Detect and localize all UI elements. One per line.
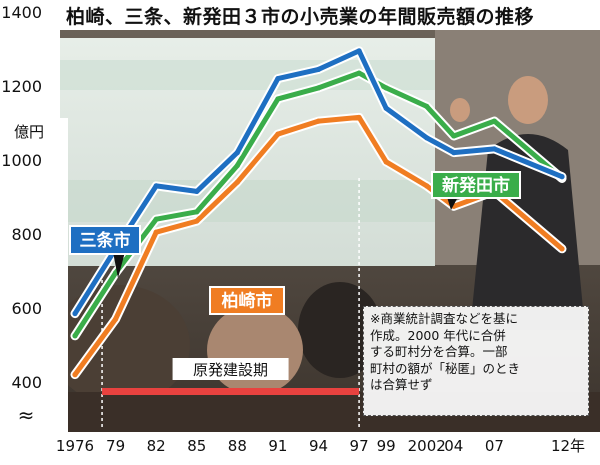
- y-tick-label: 1000: [1, 151, 42, 170]
- footnote-line: 町村の額が「秘匿」のとき: [370, 360, 521, 376]
- footnote-line: ※商業統計調査などを基に: [370, 311, 518, 326]
- x-tick-label: 88: [228, 437, 247, 455]
- series-point: [275, 131, 281, 137]
- x-tick-label: 82: [147, 437, 166, 455]
- series-point: [234, 162, 240, 169]
- series-point: [72, 372, 78, 378]
- series-point: [72, 333, 78, 339]
- series-point: [315, 85, 322, 91]
- series-point: [559, 174, 565, 180]
- shibata-label-text: 新発田市: [442, 175, 510, 196]
- series-point: [491, 118, 497, 124]
- kashiwazaki-label-box: [209, 286, 285, 315]
- x-tick-label: 99: [377, 437, 396, 455]
- y-tick-label: 1200: [1, 77, 42, 96]
- x-tick-label: 2002: [408, 437, 446, 455]
- y-axis: 億円 1400 1200 1000 800 600 400 ≈: [0, 3, 68, 436]
- x-tick-label: 79: [106, 437, 125, 455]
- series-point: [451, 133, 457, 139]
- series-point: [491, 146, 497, 152]
- x-tick-label: 07: [485, 437, 504, 455]
- series-group: [70, 46, 567, 380]
- x-tick-label: 97: [350, 437, 369, 455]
- shibata-label-box: [431, 171, 521, 199]
- series-point: [72, 310, 78, 317]
- sanjo-label-box: [69, 225, 141, 255]
- sanjo-label-text: 三条市: [80, 230, 131, 251]
- speaker-hand: [450, 98, 470, 122]
- audience-head: [298, 282, 382, 378]
- period-label-background: [172, 358, 289, 380]
- shibata-label-pointer: [447, 197, 458, 210]
- series-point: [424, 103, 430, 109]
- series-point: [356, 48, 362, 54]
- series-point: [112, 316, 119, 322]
- series-point: [356, 114, 362, 121]
- series-point: [424, 183, 430, 189]
- series-point: [275, 96, 281, 102]
- footnote-line: 作成。2000 年代に合併: [370, 327, 506, 343]
- y-tick-label: 400: [11, 373, 42, 392]
- y-axis-unit-label: 億円: [14, 123, 44, 141]
- footnote-line: は合算せず: [370, 377, 433, 392]
- period-label: 原発建設期: [193, 361, 268, 379]
- series-point: [275, 76, 281, 82]
- series-point: [234, 150, 240, 156]
- series-point: [356, 70, 362, 76]
- series-point: [194, 218, 200, 224]
- series-point: [153, 216, 159, 222]
- x-tick-label: 1976: [56, 437, 94, 455]
- y-tick-label: 600: [11, 299, 42, 318]
- x-tick-label: 85: [187, 437, 206, 455]
- series-point: [194, 209, 200, 215]
- audience-head: [207, 305, 303, 395]
- series-point: [234, 179, 240, 185]
- footnote-line: する町村分を合算。一部: [370, 344, 508, 359]
- series-point: [315, 118, 322, 124]
- series-point: [424, 135, 430, 141]
- series-point: [383, 85, 389, 91]
- footnote-box: ※商業統計調査などを基に 作成。2000 年代に合併 する町村分を合算。一部 町…: [363, 306, 589, 416]
- screen-table-band: [60, 180, 435, 222]
- y-axis-background: [0, 118, 68, 436]
- series-point: [194, 188, 200, 195]
- x-tick-label: 12年: [551, 437, 585, 455]
- series-point: [559, 246, 565, 252]
- kashiwazaki-label-text: 柏崎市: [222, 291, 273, 312]
- construction-period: 原発建設期: [101, 178, 360, 428]
- y-tick-label: 1400: [1, 3, 42, 22]
- x-tick-label: 91: [268, 437, 287, 455]
- sanjo-label-pointer: [113, 252, 125, 278]
- chart-title: 柏崎、三条、新発田３市の小売業の年間販売額の推移: [65, 6, 534, 28]
- x-tick-label: 94: [309, 437, 328, 455]
- x-tick-label: 04: [444, 437, 463, 455]
- series-point: [315, 66, 322, 72]
- series-point: [153, 229, 159, 235]
- series-point: [153, 183, 159, 189]
- speaker-head: [508, 76, 548, 124]
- y-tick-label: 800: [11, 225, 42, 244]
- series-point: [451, 150, 457, 156]
- series-point: [383, 105, 389, 111]
- x-axis-background: [0, 432, 600, 465]
- period-bar: [102, 388, 360, 395]
- series-point: [383, 159, 389, 165]
- y-axis-break-symbol: ≈: [18, 403, 35, 427]
